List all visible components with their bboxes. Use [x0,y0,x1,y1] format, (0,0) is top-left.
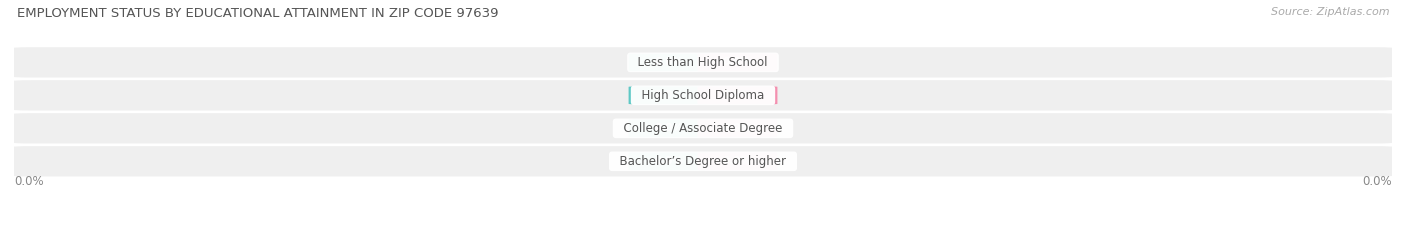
FancyBboxPatch shape [628,86,709,104]
FancyBboxPatch shape [11,113,1395,144]
Text: 0.0%: 0.0% [723,90,752,100]
FancyBboxPatch shape [697,120,778,137]
Text: Less than High School: Less than High School [630,56,776,69]
Text: 0.0%: 0.0% [14,175,44,188]
Text: 0.0%: 0.0% [1362,175,1392,188]
Text: Bachelor’s Degree or higher: Bachelor’s Degree or higher [612,155,794,168]
Text: 0.0%: 0.0% [654,57,683,67]
FancyBboxPatch shape [697,54,778,71]
FancyBboxPatch shape [697,152,778,170]
Text: 0.0%: 0.0% [654,123,683,133]
Text: 0.0%: 0.0% [723,123,752,133]
Text: High School Diploma: High School Diploma [634,89,772,102]
FancyBboxPatch shape [11,80,1395,110]
FancyBboxPatch shape [628,152,709,170]
Text: Source: ZipAtlas.com: Source: ZipAtlas.com [1271,7,1389,17]
Text: 0.0%: 0.0% [654,90,683,100]
Text: EMPLOYMENT STATUS BY EDUCATIONAL ATTAINMENT IN ZIP CODE 97639: EMPLOYMENT STATUS BY EDUCATIONAL ATTAINM… [17,7,498,20]
FancyBboxPatch shape [628,120,709,137]
FancyBboxPatch shape [11,47,1395,78]
FancyBboxPatch shape [628,54,709,71]
Text: 0.0%: 0.0% [723,156,752,166]
Text: 0.0%: 0.0% [723,57,752,67]
Text: 0.0%: 0.0% [654,156,683,166]
FancyBboxPatch shape [697,86,778,104]
FancyBboxPatch shape [11,146,1395,176]
Text: College / Associate Degree: College / Associate Degree [616,122,790,135]
